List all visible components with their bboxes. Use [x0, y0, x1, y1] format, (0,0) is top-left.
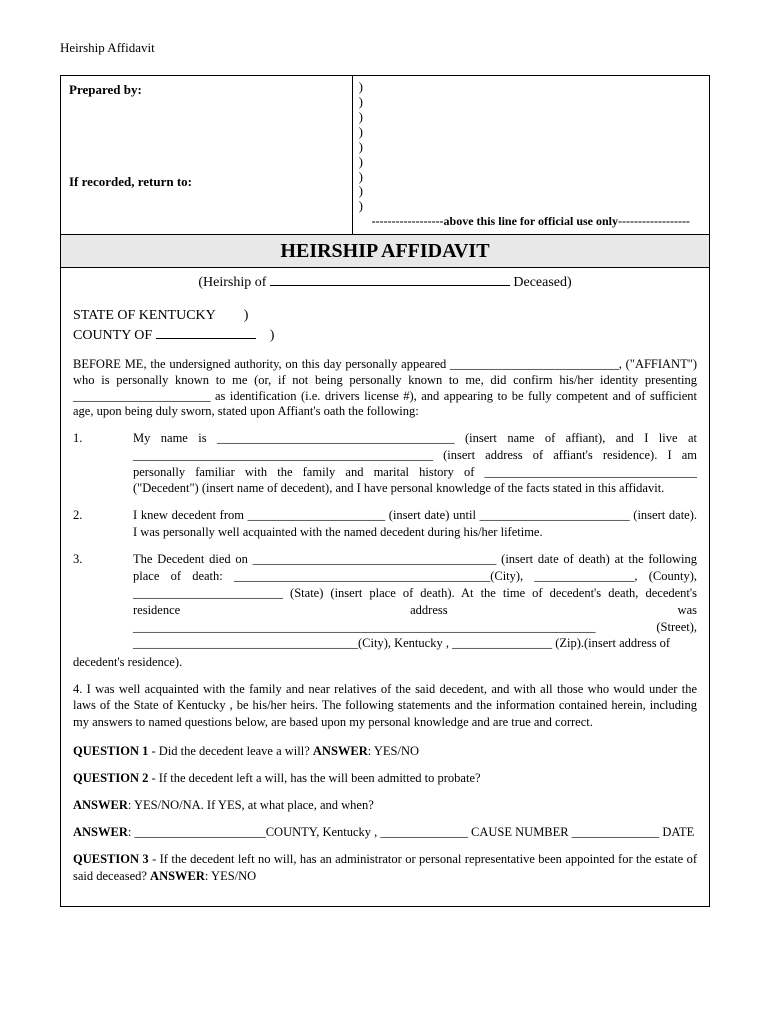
form-title: HEIRSHIP AFFIDAVIT	[61, 235, 709, 268]
answer-3: ANSWER: _____________________COUNTY, Ken…	[73, 824, 697, 841]
item-3-body: The Decedent died on ___________________…	[103, 551, 697, 652]
item-2-body: I knew decedent from ___________________…	[103, 507, 697, 541]
heirship-suffix: Deceased)	[510, 275, 572, 290]
heirship-of-line: (Heirship of Deceased)	[73, 274, 697, 292]
item-2-number: 2.	[73, 507, 103, 541]
item-3-number: 3.	[73, 551, 103, 652]
question-1: QUESTION 1 - Did the decedent leave a wi…	[73, 743, 697, 760]
prepared-by-label: Prepared by:	[69, 82, 344, 99]
form-container: Prepared by: If recorded, return to: ) )…	[60, 75, 710, 908]
official-use-box: ) ) ) ) ) ) ) ) ) ------------------abov…	[353, 76, 709, 234]
a2-text: : YES/NO/NA. If YES, at what place, and …	[128, 798, 374, 812]
item-1: 1. My name is __________________________…	[73, 430, 697, 498]
prepared-by-box: Prepared by: If recorded, return to:	[61, 76, 353, 234]
question-2: QUESTION 2 - If the decedent left a will…	[73, 770, 697, 787]
top-section: Prepared by: If recorded, return to: ) )…	[61, 76, 709, 235]
q1-answer-label: ANSWER	[313, 744, 368, 758]
q1-label: QUESTION 1	[73, 744, 148, 758]
item-1-number: 1.	[73, 430, 103, 498]
q3-answer-text: : YES/NO	[205, 869, 256, 883]
q2-label: QUESTION 2	[73, 771, 148, 785]
item-3: 3. The Decedent died on ________________…	[73, 551, 697, 652]
q2-text: - If the decedent left a will, has the w…	[148, 771, 480, 785]
intro-paragraph: BEFORE ME, the undersigned authority, on…	[73, 357, 697, 420]
item-1-body: My name is _____________________________…	[103, 430, 697, 498]
document-header-label: Heirship Affidavit	[60, 40, 710, 57]
q3-answer-label: ANSWER	[150, 869, 205, 883]
state-line: STATE OF KENTUCKY	[73, 308, 216, 323]
a3-text: : _____________________COUNTY, Kentucky …	[128, 825, 694, 839]
answer-2: ANSWER: YES/NO/NA. If YES, at what place…	[73, 797, 697, 814]
heirship-prefix: (Heirship of	[198, 275, 270, 290]
q1-answer-text: : YES/NO	[368, 744, 419, 758]
item-2: 2. I knew decedent from ________________…	[73, 507, 697, 541]
return-to-label: If recorded, return to:	[69, 174, 344, 191]
a2-label: ANSWER	[73, 798, 128, 812]
question-3: QUESTION 3 - If the decedent left no wil…	[73, 851, 697, 885]
official-use-line: ------------------above this line for of…	[359, 214, 703, 230]
state-county-block: STATE OF KENTUCKY ) COUNTY OF )	[73, 306, 697, 345]
q1-text: - Did the decedent leave a will?	[148, 744, 313, 758]
a3-label: ANSWER	[73, 825, 128, 839]
item-3-tail: decedent's residence).	[73, 654, 697, 670]
q3-label: QUESTION 3	[73, 852, 149, 866]
county-prefix: COUNTY OF	[73, 328, 156, 343]
item-4: 4. I was well acquainted with the family…	[73, 681, 697, 732]
form-content: (Heirship of Deceased) STATE OF KENTUCKY…	[61, 268, 709, 907]
